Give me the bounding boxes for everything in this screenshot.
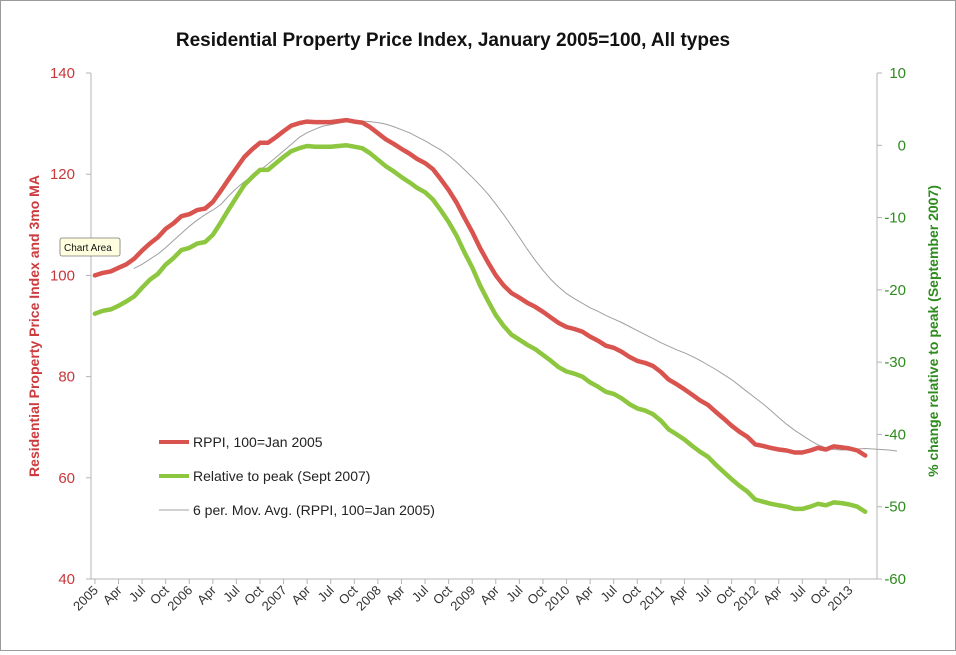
x-tick-label: 2011 bbox=[637, 583, 667, 613]
left-tick-label: 140 bbox=[50, 65, 75, 82]
right-tick-label: -50 bbox=[884, 499, 906, 516]
left-tick-label: 100 bbox=[50, 267, 75, 284]
x-tick-label: Apr bbox=[100, 582, 125, 607]
right-tick-label: -30 bbox=[884, 354, 906, 371]
legend-label-relative: Relative to peak (Sept 2007) bbox=[193, 468, 370, 484]
left-tick-group: 40 60 80 100 120 140 bbox=[50, 65, 91, 588]
x-tick-label: Jul bbox=[597, 582, 619, 604]
legend-label-moving-average: 6 per. Mov. Avg. (RPPI, 100=Jan 2005) bbox=[193, 502, 435, 518]
series-group bbox=[92, 117, 898, 515]
series-line-rppi[interactable] bbox=[92, 117, 868, 458]
tooltip-text: Chart Area bbox=[64, 243, 112, 254]
x-tick-label: 2006 bbox=[164, 583, 195, 614]
x-tick-label: 2009 bbox=[447, 583, 478, 614]
x-tick-label: 2007 bbox=[259, 583, 290, 614]
x-tick-label: Jul bbox=[786, 582, 808, 604]
right-axis-label: % change relative to peak (September 200… bbox=[925, 185, 941, 477]
chart-title: Residential Property Price Index, Januar… bbox=[176, 30, 730, 51]
series-line-relative-to-peak[interactable] bbox=[92, 143, 868, 515]
x-tick-label: Apr bbox=[760, 582, 785, 607]
left-tick-label: 120 bbox=[50, 166, 75, 183]
right-tick-group: -60 -50 -40 -30 -20 -10 0 10 bbox=[877, 65, 906, 588]
x-tick-label: Jul bbox=[314, 582, 336, 604]
legend-item-rppi[interactable]: RPPI, 100=Jan 2005 bbox=[159, 434, 323, 450]
series-line-moving-average[interactable] bbox=[133, 120, 898, 452]
x-tick-label: Jul bbox=[126, 582, 148, 604]
x-tick-label: 2008 bbox=[353, 583, 384, 614]
chart-area-tooltip: Chart Area bbox=[59, 237, 121, 257]
right-tick-label: -40 bbox=[884, 426, 906, 443]
right-tick-label: -20 bbox=[884, 282, 906, 299]
x-tick-label: 2012 bbox=[730, 583, 761, 614]
x-tick-label: Apr bbox=[477, 582, 502, 607]
right-tick-label: -10 bbox=[884, 210, 906, 227]
right-tick-label: -60 bbox=[884, 571, 906, 588]
legend[interactable]: RPPI, 100=Jan 2005 Relative to peak (Sep… bbox=[159, 434, 435, 518]
legend-label-rppi: RPPI, 100=Jan 2005 bbox=[193, 434, 323, 450]
left-tick-label: 40 bbox=[58, 571, 75, 588]
x-tick-label: 2013 bbox=[825, 583, 856, 614]
x-tick-label: Apr bbox=[383, 582, 408, 607]
x-tick-label: Apr bbox=[666, 582, 691, 607]
legend-item-relative[interactable]: Relative to peak (Sept 2007) bbox=[159, 468, 370, 484]
x-tick-label: Jul bbox=[220, 582, 242, 604]
x-tick-label: 2010 bbox=[542, 583, 573, 614]
right-tick-label: 0 bbox=[898, 137, 906, 154]
left-axis-label: Residential Property Price Index and 3mo… bbox=[26, 175, 42, 477]
x-tick-label: Jul bbox=[409, 582, 431, 604]
tooltip-box bbox=[59, 237, 121, 257]
axes-group bbox=[90, 73, 878, 580]
x-tick-label: Apr bbox=[571, 582, 596, 607]
legend-item-moving-average[interactable]: 6 per. Mov. Avg. (RPPI, 100=Jan 2005) bbox=[159, 502, 435, 518]
left-tick-label: 60 bbox=[58, 470, 75, 487]
x-tick-label: Apr bbox=[288, 582, 313, 607]
right-tick-label: 10 bbox=[889, 65, 906, 82]
x-tick-label: Jul bbox=[692, 582, 714, 604]
left-tick-label: 80 bbox=[58, 369, 75, 386]
x-tick-label: Jul bbox=[503, 582, 525, 604]
x-tick-label: Apr bbox=[194, 582, 219, 607]
